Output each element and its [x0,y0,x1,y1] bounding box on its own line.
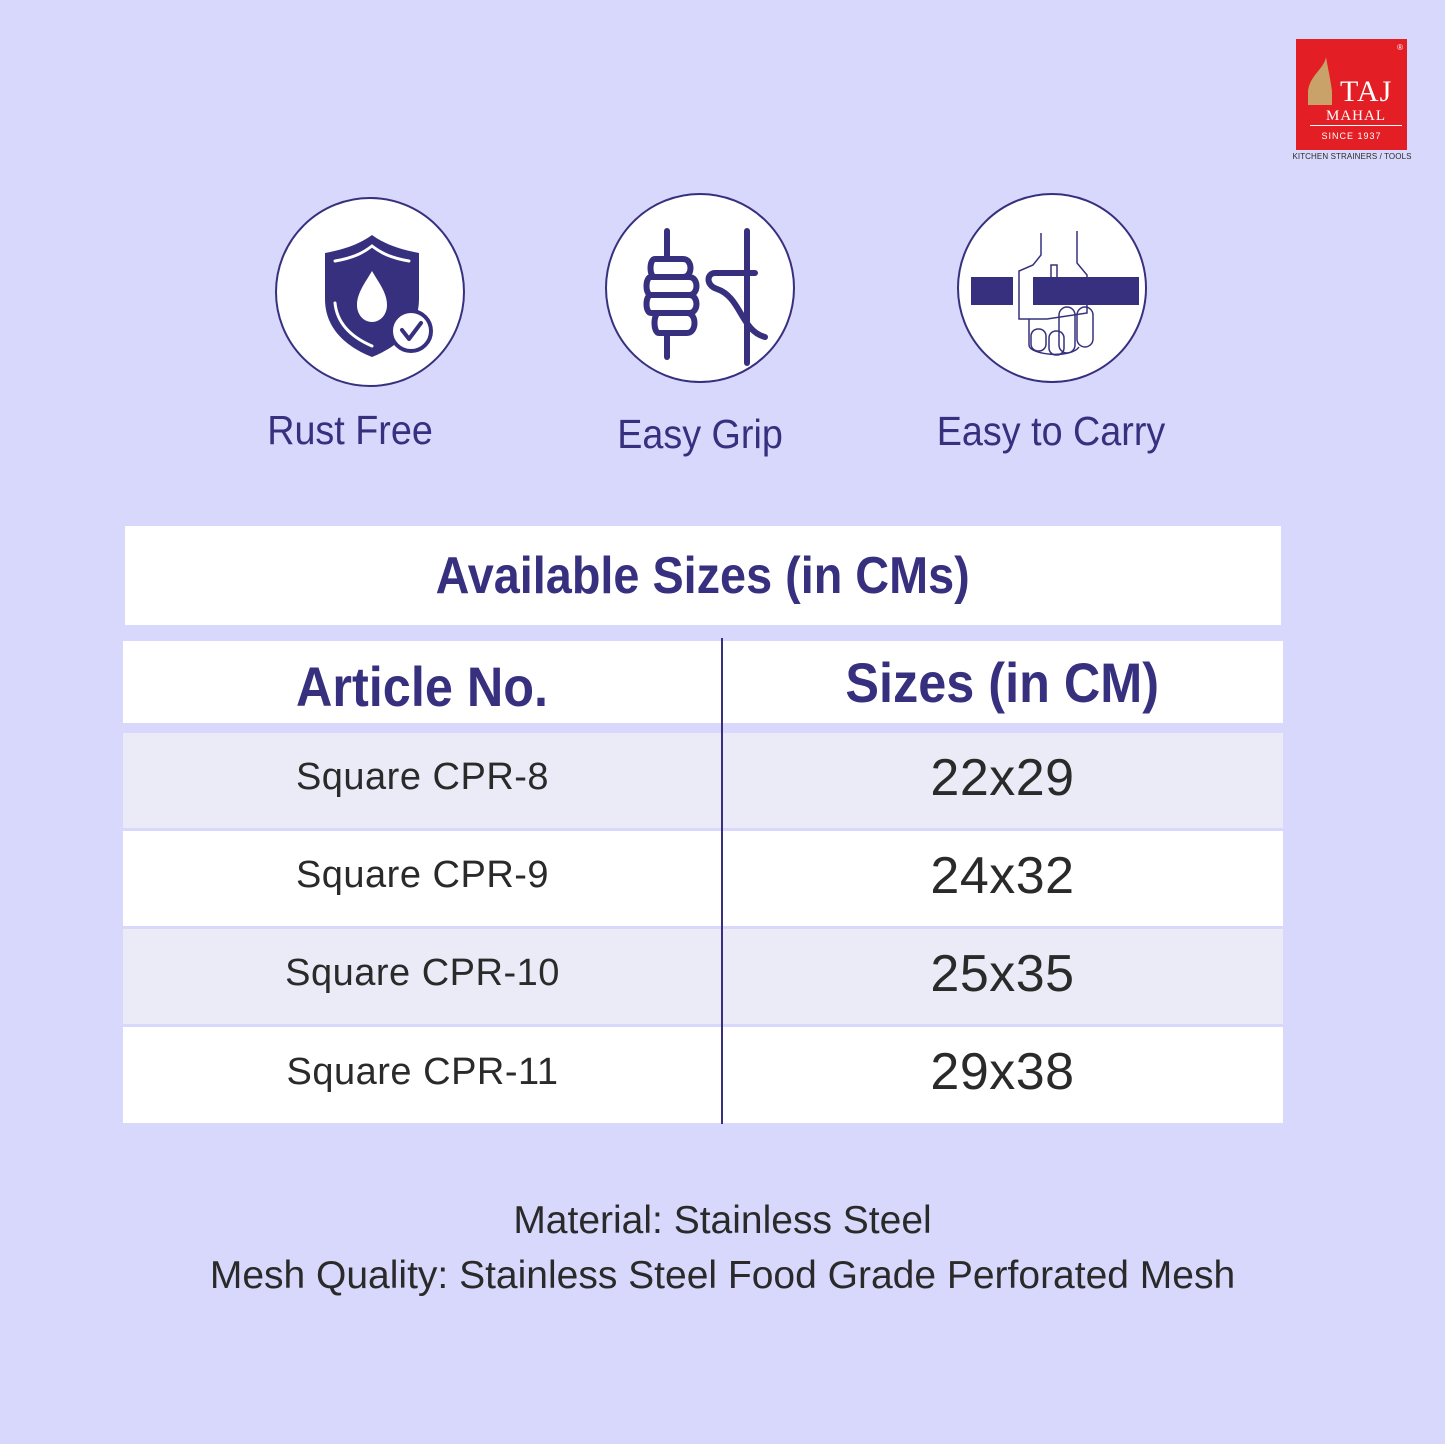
feature-circle [957,193,1147,383]
mesh-quality-spec: Mesh Quality: Stainless Steel Food Grade… [209,1254,1236,1297]
sizes-title-text: Available Sizes (in CMs) [435,546,971,605]
article-cell: Square CPR-10 [285,952,560,994]
size-cell: 25x35 [930,944,1075,1003]
brand-logo: ® TAJ MAHAL SINCE 1937 [1296,39,1407,150]
size-cell: 24x32 [930,846,1075,905]
registered-mark: ® [1397,43,1403,52]
size-cell: 22x29 [930,748,1075,807]
table-row: Square CPR-10 25x35 [123,929,1283,1024]
feature-label: Easy to Carry [936,408,1166,454]
table-row: Square CPR-8 22x29 [123,733,1283,828]
header-article-no: Article No. [296,654,549,718]
feature-label: Easy Grip [617,411,783,457]
dome-icon [1308,49,1332,105]
brand-name-taj: TAJ [1340,75,1393,108]
table-row: Square CPR-9 24x32 [123,831,1283,926]
article-cell: Square CPR-9 [295,854,550,896]
hand-carry-bar-icon [971,231,1139,356]
table-row: Square CPR-11 29x38 [123,1027,1283,1123]
fist-grip-handle-icon [643,228,768,366]
brand-tagline: KITCHEN STRAINERS / TOOLS [1292,152,1412,161]
size-cell: 29x38 [930,1043,1075,1101]
feature-circle [605,193,795,383]
header-sizes: Sizes (in CM) [845,650,1160,714]
article-cell: Square CPR-11 [286,1050,559,1093]
brand-since: SINCE 1937 [1321,131,1382,141]
material-spec: Material: Stainless Steel [513,1199,932,1242]
table-header-row: Article No. Sizes (in CM) [123,641,1283,723]
article-cell: Square CPR-8 [295,756,550,798]
feature-circle [275,197,465,387]
sizes-table-title: Available Sizes (in CMs) [125,526,1281,625]
column-divider [721,638,723,1124]
shield-drop-check-icon [325,235,433,357]
brand-name-mahal: MAHAL [1310,109,1402,126]
feature-label: Rust Free [267,407,433,453]
